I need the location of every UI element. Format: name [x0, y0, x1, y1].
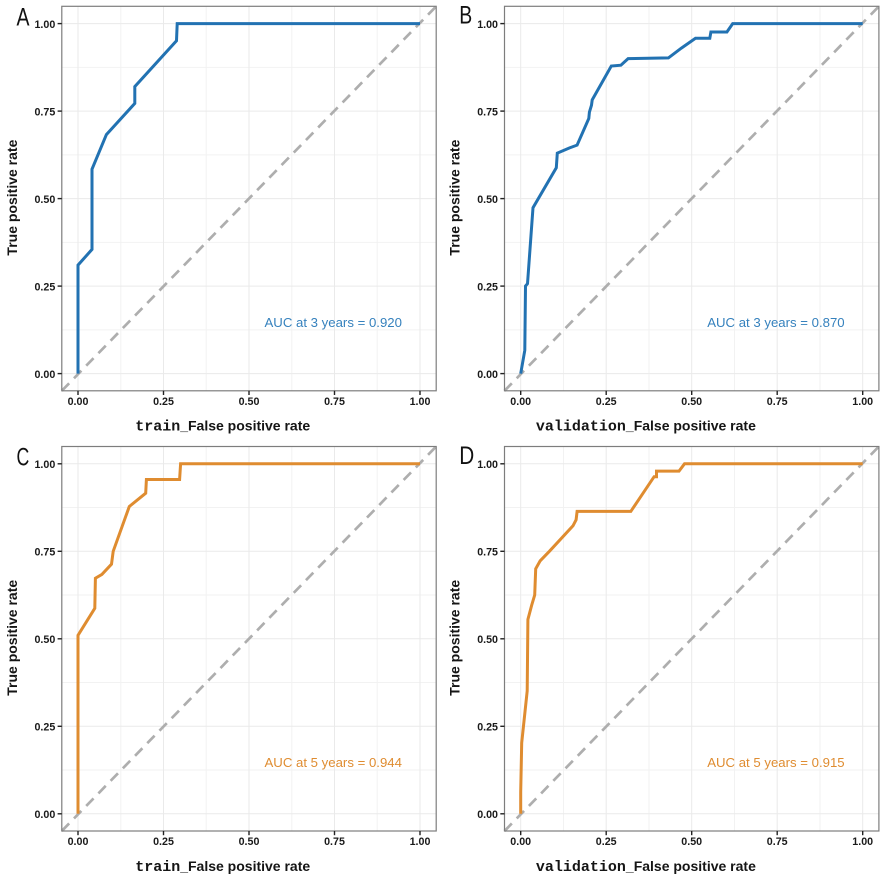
svg-text:1.00: 1.00: [34, 19, 55, 31]
svg-text:0.25: 0.25: [477, 282, 498, 294]
svg-text:True positive rate: True positive rate: [447, 139, 463, 255]
svg-text:0.00: 0.00: [510, 836, 531, 848]
svg-text:0.75: 0.75: [34, 107, 55, 119]
svg-text:0.50: 0.50: [477, 194, 498, 206]
svg-text:0.25: 0.25: [34, 722, 55, 734]
svg-text:AUC at 5 years = 0.915: AUC at 5 years = 0.915: [707, 755, 844, 770]
svg-text:True positive rate: True positive rate: [447, 580, 463, 696]
svg-text:1.00: 1.00: [477, 459, 498, 471]
svg-text:A: A: [17, 4, 30, 32]
svg-text:AUC at 3 years = 0.920: AUC at 3 years = 0.920: [265, 315, 402, 330]
svg-text:0.00: 0.00: [510, 396, 531, 408]
svg-text:D: D: [459, 442, 474, 470]
svg-text:AUC at 5 years = 0.944: AUC at 5 years = 0.944: [265, 755, 402, 770]
svg-text:1.00: 1.00: [410, 836, 431, 848]
svg-text:0.00: 0.00: [477, 369, 498, 381]
svg-text:validation_False positive rate: validation_False positive rate: [536, 858, 756, 876]
svg-text:0.00: 0.00: [68, 396, 89, 408]
svg-text:0.50: 0.50: [34, 634, 55, 646]
svg-text:0.75: 0.75: [324, 396, 345, 408]
svg-text:0.75: 0.75: [34, 547, 55, 559]
svg-text:True positive rate: True positive rate: [4, 580, 20, 696]
svg-text:1.00: 1.00: [852, 396, 873, 408]
svg-text:0.75: 0.75: [477, 107, 498, 119]
svg-text:C: C: [17, 444, 30, 472]
svg-text:0.00: 0.00: [68, 836, 89, 848]
svg-text:1.00: 1.00: [410, 396, 431, 408]
svg-text:0.00: 0.00: [34, 369, 55, 381]
svg-text:1.00: 1.00: [477, 19, 498, 31]
svg-text:0.25: 0.25: [596, 396, 617, 408]
svg-text:0.75: 0.75: [324, 836, 345, 848]
svg-text:B: B: [459, 2, 472, 30]
svg-text:1.00: 1.00: [852, 836, 873, 848]
svg-text:1.00: 1.00: [34, 459, 55, 471]
svg-text:0.75: 0.75: [767, 396, 788, 408]
svg-text:validation_False positive rate: validation_False positive rate: [536, 418, 756, 436]
svg-text:0.50: 0.50: [239, 396, 260, 408]
svg-text:0.25: 0.25: [153, 396, 174, 408]
svg-text:0.50: 0.50: [34, 194, 55, 206]
svg-text:0.25: 0.25: [477, 722, 498, 734]
svg-text:0.25: 0.25: [34, 282, 55, 294]
svg-text:AUC at 3 years = 0.870: AUC at 3 years = 0.870: [707, 315, 844, 330]
svg-text:0.50: 0.50: [681, 396, 702, 408]
svg-text:0.75: 0.75: [767, 836, 788, 848]
svg-text:True positive rate: True positive rate: [4, 139, 20, 255]
svg-text:0.00: 0.00: [34, 809, 55, 821]
svg-text:0.50: 0.50: [477, 634, 498, 646]
svg-text:0.25: 0.25: [596, 836, 617, 848]
svg-text:train_False positive rate: train_False positive rate: [135, 858, 310, 876]
svg-text:0.50: 0.50: [681, 836, 702, 848]
svg-text:0.00: 0.00: [477, 809, 498, 821]
svg-text:train_False positive rate: train_False positive rate: [135, 418, 310, 436]
svg-text:0.75: 0.75: [477, 547, 498, 559]
svg-text:0.50: 0.50: [239, 836, 260, 848]
svg-text:0.25: 0.25: [153, 836, 174, 848]
